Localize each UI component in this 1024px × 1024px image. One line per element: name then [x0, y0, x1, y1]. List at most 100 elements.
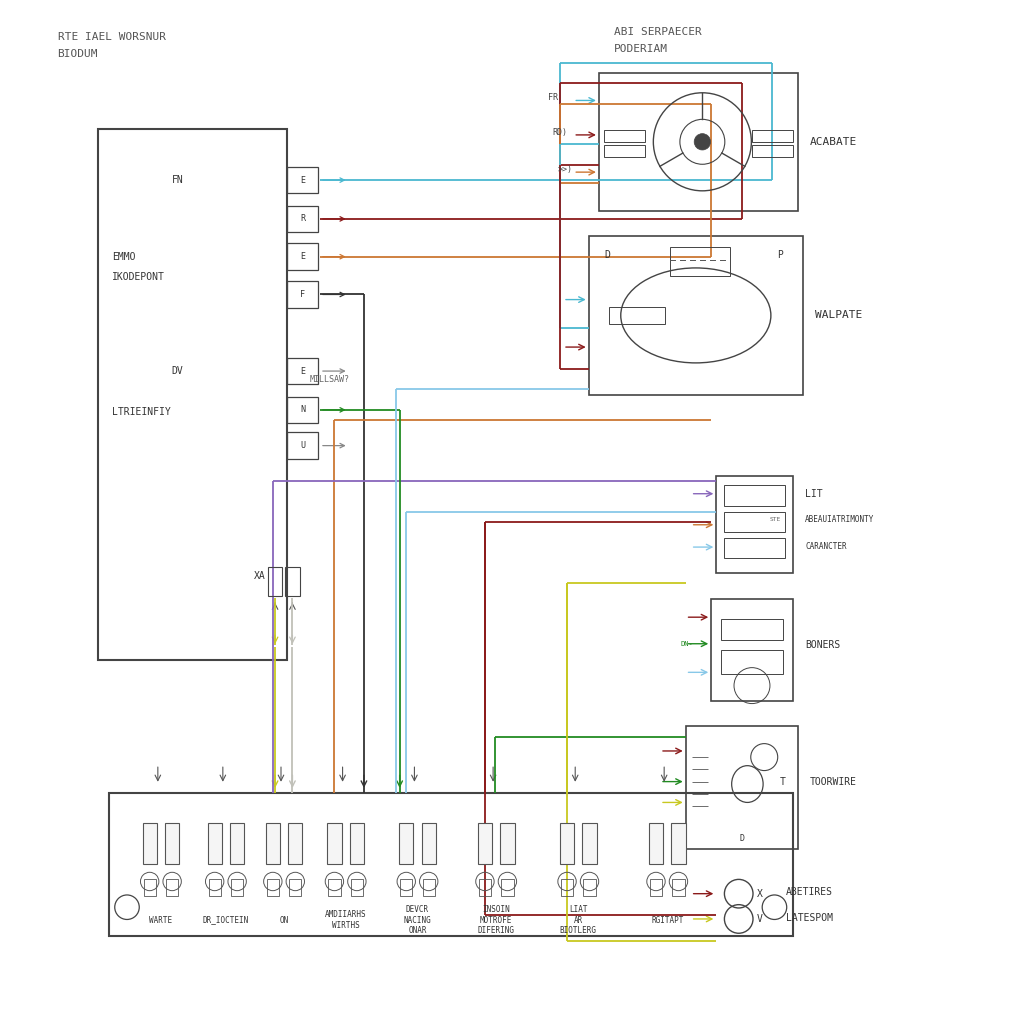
- Text: ON: ON: [280, 915, 289, 925]
- Text: R: R: [300, 214, 305, 223]
- Bar: [230, 823, 245, 864]
- Bar: [599, 73, 798, 211]
- Bar: [672, 823, 686, 864]
- Bar: [649, 823, 664, 864]
- Bar: [686, 726, 798, 849]
- Text: D: D: [604, 250, 609, 260]
- Text: MILLSAW?: MILLSAW?: [310, 375, 350, 384]
- Bar: [423, 880, 435, 896]
- Text: PODERIAM: PODERIAM: [614, 44, 668, 54]
- Bar: [288, 167, 318, 194]
- Text: P: P: [777, 250, 783, 260]
- Text: AMDIIARHS
WIRTHS: AMDIIARHS WIRTHS: [325, 910, 367, 930]
- Bar: [650, 880, 663, 896]
- Bar: [584, 880, 596, 896]
- Text: RTE IAEL WORSNUR: RTE IAEL WORSNUR: [57, 32, 166, 42]
- Text: WARTE: WARTE: [150, 915, 172, 925]
- Text: ABI SERPAECER: ABI SERPAECER: [614, 27, 701, 37]
- Bar: [288, 206, 318, 232]
- Bar: [502, 880, 513, 896]
- Text: XA: XA: [254, 571, 265, 582]
- Bar: [721, 650, 782, 675]
- Bar: [328, 823, 342, 864]
- Bar: [711, 599, 793, 700]
- Bar: [724, 485, 784, 506]
- Text: BIODUM: BIODUM: [57, 49, 98, 59]
- Text: LIT: LIT: [805, 488, 822, 499]
- Bar: [721, 620, 782, 640]
- Bar: [208, 823, 222, 864]
- Bar: [501, 823, 514, 864]
- Text: N: N: [300, 406, 305, 415]
- Bar: [268, 567, 283, 596]
- Bar: [752, 144, 793, 157]
- Bar: [673, 880, 685, 896]
- Bar: [609, 307, 666, 324]
- Text: CARANCTER: CARANCTER: [805, 542, 847, 551]
- Bar: [560, 823, 574, 864]
- Text: TOORWIRE: TOORWIRE: [810, 776, 857, 786]
- Text: ABETIRES: ABETIRES: [785, 887, 833, 897]
- Bar: [289, 880, 301, 896]
- Bar: [288, 357, 318, 384]
- Bar: [286, 567, 300, 596]
- Text: LTRIEINFIY: LTRIEINFIY: [112, 407, 170, 417]
- Bar: [109, 793, 793, 936]
- Text: D: D: [739, 835, 744, 844]
- Bar: [166, 880, 178, 896]
- Bar: [399, 823, 414, 864]
- Bar: [231, 880, 244, 896]
- Bar: [604, 144, 645, 157]
- Text: E: E: [300, 367, 305, 376]
- Text: RD): RD): [553, 128, 568, 136]
- Text: DV: DV: [171, 366, 183, 376]
- Text: WALPATE: WALPATE: [815, 310, 862, 321]
- Bar: [478, 823, 493, 864]
- Bar: [479, 880, 492, 896]
- Text: IKODEPONT: IKODEPONT: [112, 272, 165, 283]
- Text: DR_IOCTEIN: DR_IOCTEIN: [203, 915, 249, 925]
- Bar: [561, 880, 573, 896]
- Text: F: F: [300, 290, 305, 299]
- Bar: [350, 823, 364, 864]
- Bar: [143, 880, 156, 896]
- Text: DN-: DN-: [681, 641, 693, 647]
- Bar: [724, 512, 784, 532]
- Text: X: X: [757, 889, 763, 899]
- Bar: [288, 396, 318, 423]
- Text: E: E: [300, 175, 305, 184]
- Bar: [724, 538, 784, 558]
- Text: ACABATE: ACABATE: [810, 137, 857, 146]
- Text: U: U: [300, 441, 305, 451]
- Bar: [716, 476, 793, 573]
- Bar: [142, 823, 157, 864]
- Text: T: T: [779, 776, 785, 786]
- Bar: [288, 244, 318, 270]
- Bar: [400, 880, 413, 896]
- Text: FN: FN: [171, 175, 183, 185]
- Text: V: V: [757, 914, 763, 924]
- Bar: [288, 432, 318, 459]
- Text: LATESPOM: LATESPOM: [785, 912, 833, 923]
- Text: RGITAPT: RGITAPT: [651, 915, 683, 925]
- Text: FR: FR: [548, 93, 558, 102]
- Bar: [266, 880, 279, 896]
- Text: INSOIN
MOTROFE
DIFERING: INSOIN MOTROFE DIFERING: [477, 905, 515, 935]
- Text: LIAT
AR
BIOTLERG: LIAT AR BIOTLERG: [560, 905, 597, 935]
- Bar: [288, 823, 302, 864]
- Text: ABEAUIATRIMONTY: ABEAUIATRIMONTY: [805, 515, 874, 524]
- Bar: [288, 282, 318, 308]
- Text: DEVCR
NACING
ONAR: DEVCR NACING ONAR: [403, 905, 431, 935]
- Bar: [583, 823, 597, 864]
- Bar: [98, 129, 288, 660]
- Bar: [670, 248, 730, 275]
- Bar: [604, 130, 645, 141]
- Text: E: E: [300, 252, 305, 261]
- Bar: [422, 823, 436, 864]
- Circle shape: [694, 134, 711, 150]
- Bar: [165, 823, 179, 864]
- Bar: [351, 880, 362, 896]
- Bar: [589, 237, 803, 394]
- Bar: [265, 823, 280, 864]
- Text: STE: STE: [770, 517, 781, 522]
